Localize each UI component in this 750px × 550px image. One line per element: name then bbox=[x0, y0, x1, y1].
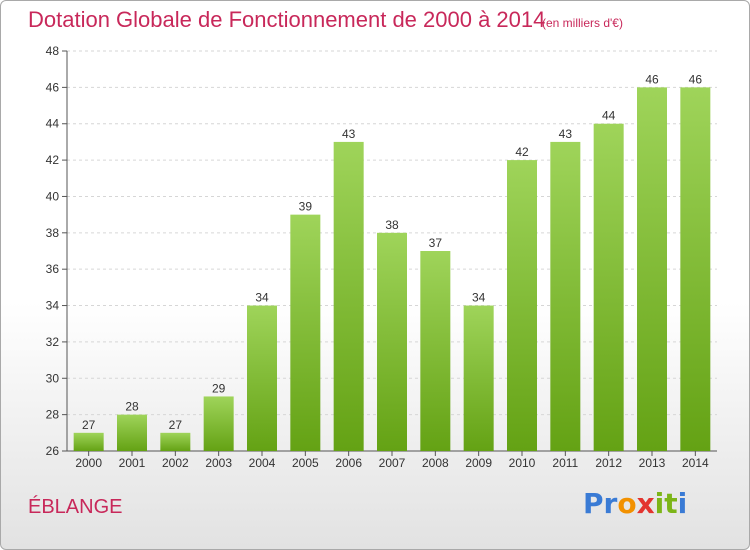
x-tick-label-2009: 2009 bbox=[465, 456, 492, 470]
x-tick-label-2008: 2008 bbox=[422, 456, 449, 470]
bar-2005 bbox=[290, 214, 321, 451]
data-label-2014: 46 bbox=[689, 72, 703, 86]
y-tick-label: 48 bbox=[46, 44, 60, 58]
x-tick-label-2000: 2000 bbox=[75, 456, 102, 470]
x-tick-label-2006: 2006 bbox=[335, 456, 362, 470]
bar-2002 bbox=[160, 432, 191, 451]
data-label-2007: 38 bbox=[385, 218, 399, 232]
bar-2001 bbox=[117, 414, 147, 451]
data-label-2000: 27 bbox=[82, 418, 96, 432]
data-label-2009: 34 bbox=[472, 291, 486, 305]
logo-letter: i bbox=[654, 487, 665, 520]
x-tick-label-2002: 2002 bbox=[162, 456, 189, 470]
bar-2012 bbox=[593, 123, 624, 452]
y-tick-label: 28 bbox=[46, 408, 60, 422]
x-tick-label-2010: 2010 bbox=[509, 456, 536, 470]
data-label-2011: 43 bbox=[559, 127, 573, 141]
bar-2008 bbox=[420, 251, 451, 451]
commune-name: ÉBLANGE bbox=[28, 496, 123, 518]
y-tick-label: 42 bbox=[46, 153, 60, 167]
x-tick-label-2003: 2003 bbox=[205, 456, 232, 470]
bar-2004 bbox=[247, 305, 277, 451]
x-tick-label-2005: 2005 bbox=[292, 456, 319, 470]
bar-2010 bbox=[507, 160, 537, 451]
data-label-2003: 29 bbox=[212, 381, 226, 395]
x-tick-label-2011: 2011 bbox=[552, 456, 578, 470]
y-tick-label: 40 bbox=[46, 189, 60, 203]
data-label-2010: 42 bbox=[515, 145, 529, 159]
data-label-2008: 37 bbox=[429, 236, 443, 250]
proxiti-logo[interactable]: Proxiti bbox=[583, 487, 687, 520]
data-label-2001: 28 bbox=[125, 400, 139, 414]
logo-letter: x bbox=[636, 487, 655, 520]
bar-2013 bbox=[637, 87, 667, 451]
data-label-2006: 43 bbox=[342, 127, 356, 141]
logo-letter: r bbox=[603, 487, 618, 520]
chart-subtitle: (en milliers d'€) bbox=[542, 16, 623, 30]
y-tick-label: 34 bbox=[46, 299, 60, 313]
x-tick-label-2001: 2001 bbox=[119, 456, 146, 470]
bar-2007 bbox=[377, 232, 407, 451]
logo-letter: t bbox=[664, 487, 678, 520]
logo-letter: i bbox=[677, 487, 688, 520]
y-tick-label: 26 bbox=[46, 444, 60, 458]
x-tick-label-2004: 2004 bbox=[249, 456, 276, 470]
x-tick-label-2013: 2013 bbox=[639, 456, 666, 470]
logo-letter: o bbox=[617, 487, 637, 520]
bar-2003 bbox=[203, 396, 234, 451]
data-label-2002: 27 bbox=[169, 418, 183, 432]
data-label-2012: 44 bbox=[602, 109, 616, 123]
logo-letter: P bbox=[583, 487, 604, 520]
y-tick-label: 44 bbox=[46, 117, 60, 131]
y-tick-label: 32 bbox=[46, 335, 60, 349]
chart-title: Dotation Globale de Fonctionnement de 20… bbox=[28, 7, 546, 32]
bar-2011 bbox=[550, 141, 581, 451]
y-tick-label: 38 bbox=[46, 226, 60, 240]
y-tick-label: 30 bbox=[46, 371, 60, 385]
bar-2014 bbox=[680, 87, 711, 451]
data-label-2004: 34 bbox=[255, 291, 269, 305]
x-tick-label-2007: 2007 bbox=[379, 456, 406, 470]
x-tick-label-2012: 2012 bbox=[595, 456, 622, 470]
data-label-2005: 39 bbox=[299, 200, 313, 214]
y-tick-label: 36 bbox=[46, 262, 60, 276]
bar-2006 bbox=[333, 141, 364, 451]
y-tick-label: 46 bbox=[46, 80, 60, 94]
bar-2000 bbox=[73, 432, 104, 451]
data-labels: 27 28 27 29 34 39 43 38 37 34 42 43 44 46 46 bbox=[82, 72, 702, 431]
x-tick-label-2014: 2014 bbox=[682, 456, 709, 470]
bar-2009 bbox=[463, 305, 494, 451]
bars bbox=[73, 87, 711, 452]
data-label-2013: 46 bbox=[645, 72, 659, 86]
